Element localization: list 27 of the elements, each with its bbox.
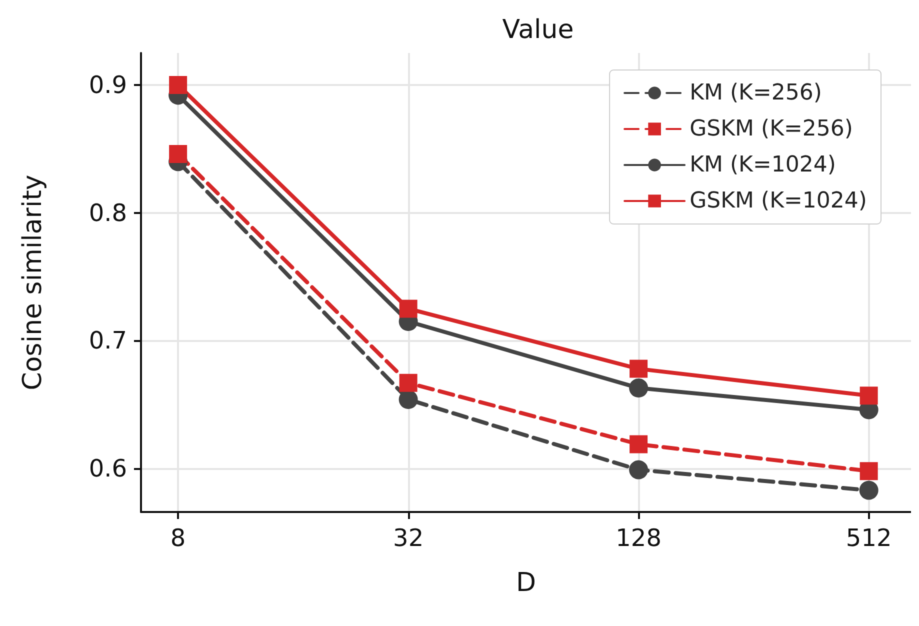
point — [169, 76, 188, 94]
point — [629, 378, 648, 398]
point — [630, 360, 648, 378]
legend-label: GSKM (K=1024) — [690, 188, 868, 214]
x-tick-label: 32 — [393, 524, 424, 552]
legend-label: KM (K=1024) — [690, 152, 836, 178]
point — [398, 390, 418, 409]
point — [629, 460, 648, 480]
chart-title: Value — [502, 15, 574, 45]
point — [169, 145, 188, 164]
point — [630, 435, 648, 454]
legend-label: KM (K=256) — [690, 80, 822, 106]
y-axis-title: Cosine similarity — [18, 174, 48, 390]
point — [860, 386, 878, 405]
point — [399, 374, 418, 392]
x-tick-label: 128 — [616, 524, 662, 552]
point — [859, 480, 878, 500]
legend-label: GSKM (K=256) — [690, 116, 854, 142]
y-tick-label: 0.8 — [88, 198, 127, 227]
y-tick-label: 0.6 — [88, 454, 127, 483]
y-tick-label: 0.9 — [88, 70, 127, 99]
point — [860, 462, 878, 480]
point — [399, 300, 418, 318]
x-tick-label: 8 — [170, 524, 186, 552]
x-axis-title: D — [516, 568, 536, 598]
x-tick-label: 512 — [846, 524, 892, 552]
y-tick-label: 0.7 — [88, 326, 127, 355]
